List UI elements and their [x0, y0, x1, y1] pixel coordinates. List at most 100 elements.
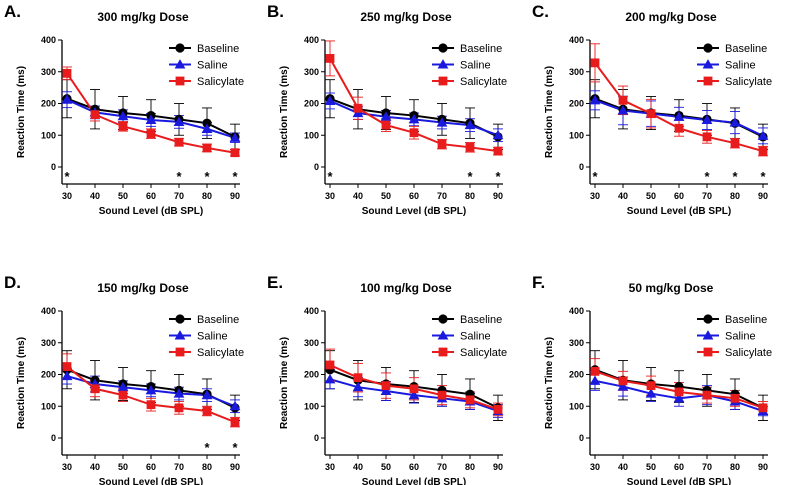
panel-letter: C.	[532, 2, 549, 21]
x-tick-label: 30	[62, 191, 72, 201]
significance-marker: *	[732, 169, 738, 184]
x-tick-label: 30	[590, 191, 600, 201]
data-point-saline	[673, 392, 685, 403]
significance-marker: *	[704, 169, 710, 184]
x-tick-label: 60	[146, 462, 156, 472]
significance-marker: *	[64, 169, 70, 184]
y-tick-label: 300	[569, 338, 584, 348]
panel-title: 50 mg/kg Dose	[629, 281, 714, 295]
y-tick-label: 0	[579, 162, 584, 172]
y-tick-label: 0	[51, 433, 56, 443]
x-tick-label: 60	[146, 191, 156, 201]
legend-marker-saline	[174, 330, 186, 340]
legend-marker-salicylate	[175, 76, 185, 86]
data-point-saline	[589, 375, 601, 385]
data-point-salicylate	[230, 148, 240, 158]
x-tick-label: 40	[353, 191, 363, 201]
data-point-salicylate	[174, 137, 184, 147]
y-tick-label: 400	[41, 306, 56, 316]
x-tick-label: 90	[758, 191, 768, 201]
y-tick-label: 200	[41, 370, 56, 380]
data-point-salicylate	[465, 142, 475, 152]
x-tick-label: 30	[590, 462, 600, 472]
data-point-salicylate	[758, 146, 768, 156]
x-tick-label: 40	[90, 191, 100, 201]
x-tick-label: 90	[493, 191, 503, 201]
data-point-saline	[201, 123, 213, 133]
x-axis-label: Sound Level (dB SPL)	[99, 477, 203, 485]
panel-title: 100 mg/kg Dose	[360, 281, 452, 295]
panel-title: 300 mg/kg Dose	[97, 10, 189, 24]
data-point-saline	[117, 381, 129, 392]
x-tick-label: 50	[646, 191, 656, 201]
x-tick-label: 70	[437, 191, 447, 201]
legend-label: Salicylate	[725, 347, 772, 359]
y-tick-label: 300	[304, 338, 319, 348]
data-point-salicylate	[174, 403, 184, 413]
significance-marker: *	[592, 169, 598, 184]
data-point-saline	[436, 117, 448, 127]
legend-label: Saline	[725, 60, 756, 72]
data-point-salicylate	[146, 129, 156, 139]
panel-title: 150 mg/kg Dose	[97, 281, 189, 295]
data-point-saline	[617, 105, 629, 115]
legend-marker-saline	[702, 330, 714, 340]
y-tick-label: 0	[579, 433, 584, 443]
x-tick-label: 60	[409, 191, 419, 201]
legend-label: Saline	[725, 331, 756, 343]
legend-label: Baseline	[460, 314, 502, 326]
data-point-salicylate	[202, 143, 212, 153]
legend-marker-baseline	[438, 314, 448, 324]
panel-title: 200 mg/kg Dose	[625, 10, 717, 24]
legend-marker-saline	[702, 59, 714, 69]
y-tick-label: 300	[41, 338, 56, 348]
legend-marker-salicylate	[703, 347, 713, 357]
data-point-salicylate	[702, 390, 712, 400]
x-tick-label: 30	[325, 191, 335, 201]
legend-label: Salicylate	[460, 347, 507, 359]
y-axis-label: Reaction Time (ms)	[279, 337, 290, 429]
y-tick-label: 400	[304, 306, 319, 316]
legend-marker-salicylate	[703, 76, 713, 86]
x-tick-label: 60	[674, 462, 684, 472]
x-tick-label: 50	[381, 191, 391, 201]
legend-label: Saline	[197, 331, 228, 343]
y-tick-label: 200	[569, 370, 584, 380]
y-tick-label: 200	[304, 370, 319, 380]
x-axis-label: Sound Level (dB SPL)	[627, 206, 731, 217]
data-point-saline	[408, 113, 420, 124]
chart-panel-3: C. 200 mg/kg Dose 0 100 200 300 400 30 40 50 60 70 8…	[532, 2, 772, 217]
data-point-salicylate	[353, 373, 363, 383]
x-tick-label: 70	[702, 462, 712, 472]
data-point-baseline	[202, 118, 212, 128]
data-point-saline	[673, 111, 685, 121]
y-axis-label: Reaction Time (ms)	[279, 66, 290, 158]
chart-panel-2: B. 250 mg/kg Dose 0 100 200 300 400 30 40 50 60 70 8…	[267, 2, 507, 217]
data-point-saline	[173, 116, 185, 126]
data-point-saline	[408, 389, 420, 400]
data-point-saline	[201, 389, 213, 400]
data-point-salicylate	[90, 384, 100, 394]
x-tick-label: 90	[758, 462, 768, 472]
legend-marker-baseline	[175, 314, 185, 324]
data-point-saline	[380, 385, 392, 396]
data-point-saline	[61, 370, 73, 381]
data-point-salicylate	[381, 120, 391, 130]
y-axis-label: Reaction Time (ms)	[16, 337, 27, 429]
x-tick-label: 30	[325, 462, 335, 472]
y-tick-label: 0	[314, 162, 319, 172]
data-point-salicylate	[202, 406, 212, 416]
legend-label: Baseline	[460, 43, 502, 55]
y-tick-label: 400	[569, 306, 584, 316]
data-point-saline	[117, 110, 129, 121]
x-tick-label: 70	[174, 191, 184, 201]
legend-label: Saline	[460, 331, 491, 343]
data-point-salicylate	[702, 132, 712, 142]
y-axis-label: Reaction Time (ms)	[544, 66, 555, 158]
legend-label: Salicylate	[460, 76, 507, 88]
y-tick-label: 100	[304, 130, 319, 140]
y-tick-label: 100	[304, 401, 319, 411]
data-point-salicylate	[493, 146, 503, 156]
data-point-salicylate	[118, 390, 128, 400]
data-point-salicylate	[730, 393, 740, 403]
